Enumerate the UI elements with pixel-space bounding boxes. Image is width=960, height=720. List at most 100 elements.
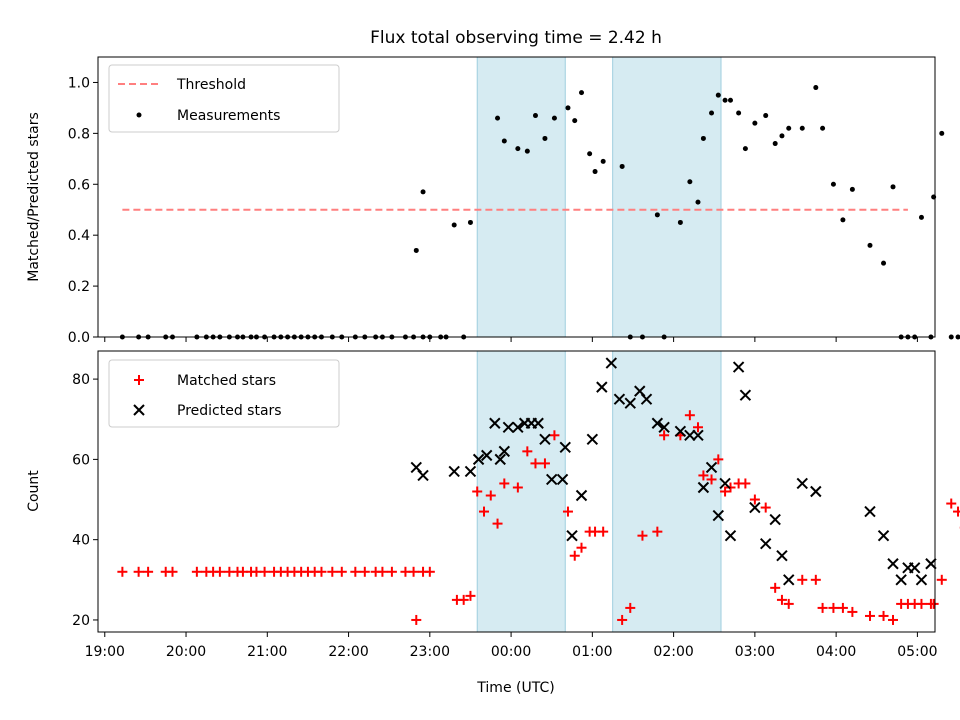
matched-star-marker: [386, 566, 397, 577]
matched-star-marker: [465, 590, 476, 601]
measurement-point: [799, 125, 805, 131]
bottom-legend-box: [108, 359, 340, 428]
predicted-star-marker: [559, 441, 571, 454]
predicted-star-marker: [877, 529, 890, 542]
measurement-point: [451, 222, 457, 228]
matched-stars-markers: [117, 410, 960, 625]
predicted-star-marker: [586, 433, 599, 446]
matched-star-marker: [916, 598, 927, 609]
predicted-star-marker: [739, 389, 752, 401]
matched-star-marker: [569, 550, 580, 561]
measurement-point: [786, 125, 792, 131]
measurement-point: [752, 120, 758, 126]
matched-star-marker: [539, 458, 550, 469]
shaded-interval-2: [612, 56, 722, 338]
bottom-legend: Matched stars Predicted stars: [108, 359, 340, 428]
matched-star-marker: [749, 494, 760, 505]
predicted-star-marker: [915, 574, 928, 586]
matched-star-marker: [143, 566, 154, 577]
matched-star-marker: [191, 566, 202, 577]
matched-star-marker: [888, 614, 899, 625]
matched-star-marker: [946, 498, 957, 509]
top-plot-frame: [97, 56, 936, 338]
measurement-point: [742, 146, 748, 152]
matched-star-marker: [864, 610, 875, 621]
measurement-point: [849, 186, 855, 192]
predicted-star-marker: [651, 417, 664, 429]
measurement-point: [779, 133, 785, 139]
y-tick-label: 0.6: [68, 177, 90, 193]
matched-star-marker: [740, 478, 751, 489]
predicted-star-marker: [480, 449, 493, 462]
measurement-point: [772, 141, 778, 147]
shaded-intervals-top: [476, 56, 722, 338]
measurement-point: [763, 113, 769, 119]
predicted-star-marker: [566, 529, 578, 542]
predicted-star-marker: [684, 429, 696, 442]
matched-star-marker: [847, 606, 858, 617]
matched-star-marker: [692, 422, 703, 433]
matched-star-marker: [684, 410, 695, 421]
predicted-star-marker: [489, 417, 501, 429]
top-y-axis-label: Matched/Predicted stars: [26, 112, 42, 282]
matched-star-marker: [492, 518, 503, 529]
predicted-star-marker: [697, 481, 710, 494]
matched-star-marker: [936, 574, 947, 585]
measurement-point: [572, 118, 578, 124]
shaded-interval-1: [476, 350, 566, 633]
matched-star-marker: [336, 566, 347, 577]
measurement-point: [700, 135, 706, 141]
matched-star-marker: [598, 526, 609, 537]
legend-matched-swatch: [134, 375, 144, 385]
matched-star-marker: [499, 478, 510, 489]
matched-star-marker: [652, 526, 663, 537]
shaded-intervals-bottom: [476, 350, 722, 633]
x-tick-label: 03:00: [735, 644, 775, 660]
measurement-point: [524, 148, 530, 154]
matched-star-marker: [770, 582, 781, 593]
matched-star-marker: [478, 506, 489, 517]
measurement-point: [619, 163, 625, 169]
measurement-point: [687, 179, 693, 185]
legend-matched-label: Matched stars: [177, 373, 276, 389]
measurement-point: [600, 158, 606, 164]
legend-threshold-label: Threshold: [176, 77, 246, 93]
matched-star-marker: [117, 566, 128, 577]
matched-star-marker: [522, 446, 533, 457]
predicted-star-marker: [864, 505, 876, 518]
measurement-point: [890, 184, 896, 190]
measurement-points: [119, 85, 960, 340]
measurement-point: [467, 219, 473, 225]
measurement-point: [867, 242, 873, 248]
matched-star-marker: [562, 506, 573, 517]
matched-star-marker: [659, 430, 670, 441]
predicted-star-marker: [925, 558, 937, 570]
matched-star-marker: [350, 566, 361, 577]
predicted-star-marker: [776, 550, 788, 562]
predicted-star-marker: [732, 361, 745, 373]
measurement-point: [709, 110, 715, 116]
measurement-point: [542, 135, 548, 141]
measurement-point: [948, 334, 954, 340]
measurement-point: [579, 90, 585, 96]
predicted-star-marker: [796, 477, 808, 490]
predicted-star-marker: [895, 574, 907, 586]
measurement-point: [515, 146, 521, 152]
y-tick-label: 60: [72, 452, 90, 468]
measurement-point: [420, 189, 426, 195]
matched-star-marker: [706, 474, 717, 485]
predicted-star-marker: [783, 574, 795, 586]
predicted-star-marker: [464, 465, 477, 478]
measurement-point: [654, 212, 660, 218]
measurement-point: [881, 260, 887, 266]
x-tick-label: 19:00: [85, 644, 125, 660]
matched-star-marker: [530, 458, 541, 469]
matched-star-marker: [167, 566, 178, 577]
predicted-star-marker: [724, 529, 737, 542]
x-tick-label: 21:00: [247, 644, 287, 660]
matched-star-marker: [625, 602, 636, 613]
y-tick-label: 80: [72, 372, 90, 388]
x-tick-label: 00:00: [491, 644, 531, 660]
predicted-star-marker: [658, 421, 670, 433]
